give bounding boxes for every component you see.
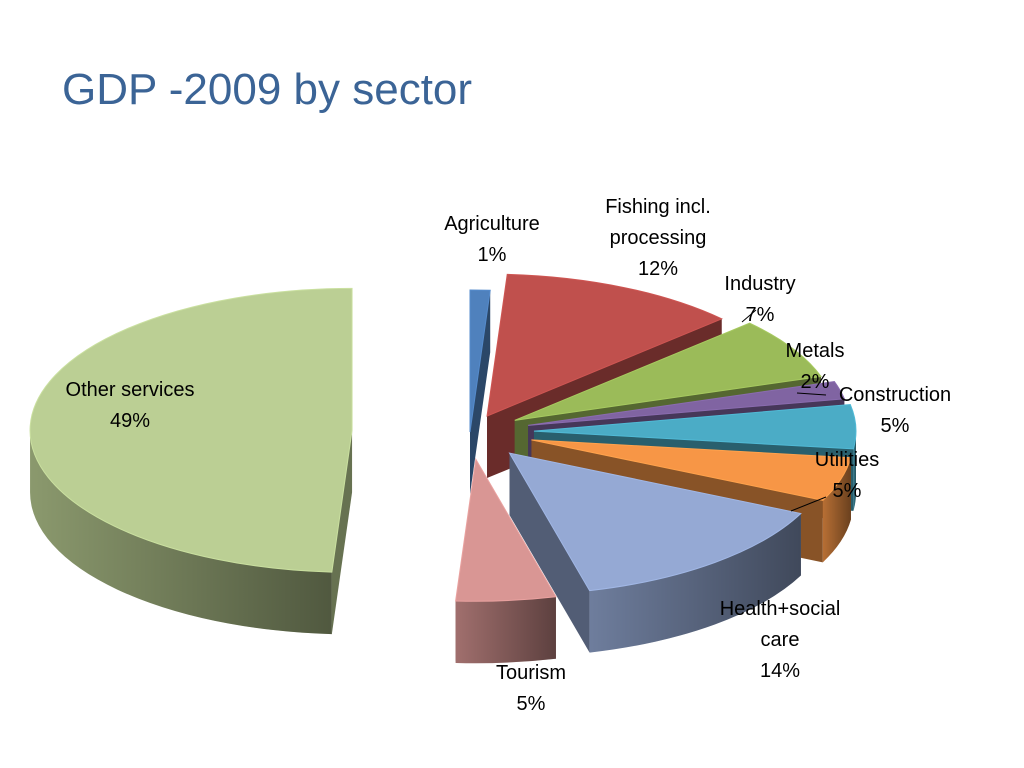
slice-wall — [509, 453, 590, 653]
slice-tourism — [455, 457, 557, 664]
data-labels: Agriculture 1% Fishing incl. processing 12%I… — [66, 196, 952, 715]
slice-side-shade — [455, 596, 556, 664]
data-label-other-services: Other services 49% — [66, 379, 195, 432]
slice-top — [455, 457, 557, 602]
slice-agriculture — [469, 289, 491, 494]
slice-wall — [470, 290, 491, 494]
data-label-tourism: Tourism 5% — [496, 662, 566, 715]
slice-top — [514, 322, 822, 421]
data-label-agriculture: Agriculture 1% — [444, 213, 540, 266]
slice-health-social-care — [508, 452, 802, 653]
slice-other-services — [29, 287, 353, 635]
slice-side-shade — [853, 431, 856, 511]
data-label-metals: Metals 2% — [786, 340, 845, 393]
slice-top — [486, 273, 723, 417]
slice-top — [469, 289, 491, 433]
slice-top — [533, 403, 857, 450]
data-label-industry: Industry 7% — [724, 273, 795, 326]
slice-side-shade — [822, 457, 851, 563]
slice-top — [29, 287, 353, 573]
slice-side-shade — [589, 513, 801, 653]
leader-line — [796, 392, 827, 396]
slice-side-shade — [30, 430, 332, 635]
data-label-health-social-care: Health+social care 14% — [720, 598, 841, 682]
slice-top — [531, 439, 852, 501]
slice-top — [528, 381, 846, 426]
leader-line — [790, 496, 827, 512]
data-label-fishing-incl-processing: Fishing incl. processing 12% — [605, 196, 711, 280]
slice-wall — [331, 430, 353, 635]
data-label-construction: Construction 5% — [839, 384, 951, 437]
data-label-utilities: Utilities 5% — [815, 449, 879, 502]
leader-lines — [741, 309, 827, 512]
leader-line — [741, 309, 757, 323]
slice-top — [508, 452, 802, 592]
slide-title: GDP -2009 by sector — [62, 65, 473, 114]
pie-slices — [29, 273, 857, 664]
